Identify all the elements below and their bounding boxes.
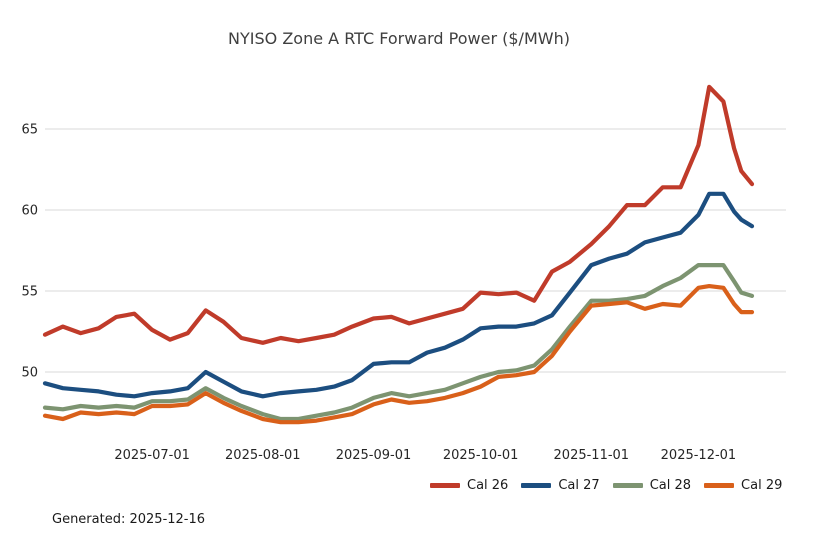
x-tick-label-2025-07-01: 2025-07-01 — [114, 448, 190, 463]
y-tick-label-55: 55 — [21, 285, 38, 300]
generated-date-note: Generated: 2025-12-16 — [52, 512, 206, 527]
x-axis-tick-labels: 2025-07-01 2025-08-01 2025-09-01 2025-10-01… — [114, 448, 736, 463]
legend-swatch-cal-28-icon — [612, 482, 643, 488]
series-line-cal-26 — [42, 84, 755, 345]
x-tick-label-2025-11-01: 2025-11-01 — [554, 448, 630, 463]
x-tick-label-2025-08-01: 2025-08-01 — [225, 448, 301, 463]
series-line-cal-28 — [42, 263, 755, 422]
series-line-cal-27 — [42, 191, 755, 399]
y-tick-label-65: 65 — [21, 123, 38, 138]
legend-label-cal-29: Cal 29 — [741, 477, 783, 493]
legend-label-cal-28: Cal 28 — [649, 477, 692, 493]
legend-item-cal-28: Cal 28 — [612, 477, 692, 493]
legend-item-cal-29: Cal 29 — [704, 478, 782, 493]
y-axis-tick-labels: 50 55 60 65 — [21, 123, 38, 381]
legend: Cal 26 Cal 27 Cal 28 Cal 29 — [430, 477, 782, 493]
legend-label-cal-26: Cal 26 — [467, 477, 509, 493]
legend-item-cal-26: Cal 26 — [430, 478, 508, 493]
x-tick-label-2025-10-01: 2025-10-01 — [443, 448, 519, 463]
gridlines-group — [45, 128, 786, 373]
x-tick-label-2025-09-01: 2025-09-01 — [336, 448, 412, 463]
series-line-cal-29 — [42, 284, 755, 425]
y-tick-label-50: 50 — [21, 366, 38, 381]
legend-label-cal-27: Cal 27 — [558, 477, 600, 493]
series-lines-group — [42, 84, 755, 425]
legend-swatch-cal-29-icon — [704, 482, 735, 488]
legend-item-cal-27: Cal 27 — [521, 477, 600, 493]
legend-swatch-cal-26-icon — [430, 482, 460, 488]
legend-swatch-cal-27-icon — [521, 482, 552, 488]
x-tick-label-2025-12-01: 2025-12-01 — [661, 448, 737, 463]
y-tick-label-60: 60 — [21, 204, 38, 219]
chart-title: NYISO Zone A RTC Forward Power ($/MWh) — [228, 29, 570, 48]
